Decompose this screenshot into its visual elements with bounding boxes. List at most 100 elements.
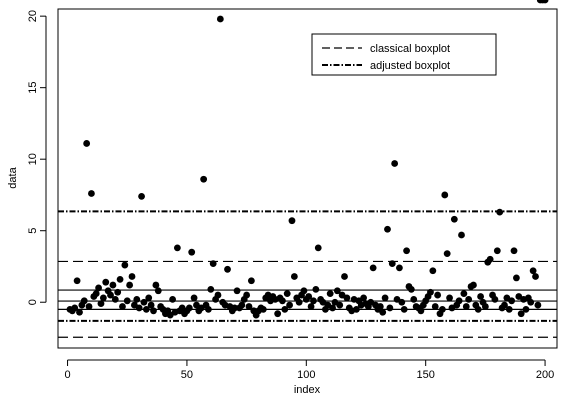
data-point — [336, 301, 344, 309]
data-point — [314, 244, 322, 252]
data-point — [169, 295, 177, 303]
plot-frame — [57, 8, 558, 349]
data-point — [71, 304, 79, 312]
data-point — [214, 291, 222, 299]
data-point — [343, 294, 351, 302]
data-point — [486, 255, 494, 263]
data-point — [534, 301, 542, 309]
data-point — [398, 298, 406, 306]
data-point — [283, 290, 291, 298]
data-point — [493, 247, 501, 255]
y-tick-label: 20 — [27, 10, 39, 22]
x-axis-title: index — [294, 384, 321, 396]
data-point — [207, 285, 215, 293]
data-point — [243, 291, 251, 299]
data-point — [508, 297, 516, 305]
y-axis: 0 5 10 15 20 — [27, 10, 47, 305]
data-point — [458, 231, 465, 239]
data-point — [85, 303, 93, 310]
data-point — [247, 277, 255, 285]
data-point — [438, 305, 446, 313]
data-point — [470, 281, 477, 289]
data-point — [446, 294, 453, 302]
data-point — [407, 285, 415, 293]
legend-label-adjusted: adjusted boxplot — [370, 60, 450, 72]
data-point — [123, 297, 131, 305]
data-point — [99, 294, 107, 302]
data-point — [360, 294, 368, 302]
data-point — [119, 303, 126, 310]
data-point — [396, 264, 403, 272]
data-point — [114, 288, 122, 296]
x-tick-label: 200 — [536, 369, 554, 381]
data-point — [102, 278, 110, 286]
data-point — [290, 273, 298, 280]
data-point — [517, 310, 525, 318]
data-point — [376, 303, 384, 310]
data-point — [481, 303, 489, 310]
data-point — [109, 281, 117, 289]
data-point — [116, 275, 124, 283]
data-point — [386, 304, 394, 312]
data-point — [138, 192, 145, 200]
data-point — [205, 305, 212, 313]
data-point — [384, 225, 391, 233]
data-point — [190, 294, 198, 302]
data-point — [145, 294, 153, 302]
data-point — [541, 0, 549, 4]
data-point — [388, 260, 396, 268]
data-point — [200, 175, 208, 183]
data-point — [477, 293, 484, 300]
data-point — [312, 285, 320, 293]
data-point — [152, 281, 160, 289]
data-point — [326, 290, 334, 298]
y-tick-label: 5 — [27, 228, 39, 234]
data-point — [142, 305, 150, 313]
y-axis-title: data — [7, 166, 19, 188]
data-point — [353, 305, 360, 313]
data-point — [286, 301, 293, 309]
data-point — [403, 247, 410, 255]
data-point — [496, 208, 504, 216]
legend-label-classical: classical boxplot — [370, 43, 450, 55]
legend: classical boxplot adjusted boxplot — [311, 33, 497, 76]
data-point — [128, 273, 136, 280]
legend-box — [311, 33, 497, 76]
data-point — [369, 264, 377, 272]
data-point — [97, 300, 105, 308]
data-point — [92, 290, 100, 298]
data-point — [274, 310, 282, 318]
data-point — [310, 297, 317, 305]
x-tick-label: 100 — [297, 369, 315, 381]
data-point — [245, 303, 253, 310]
data-point — [434, 291, 442, 299]
data-point — [305, 293, 313, 300]
data-point — [417, 307, 425, 315]
data-point — [443, 250, 451, 257]
data-point — [135, 304, 143, 312]
data-point — [185, 304, 193, 312]
data-point — [381, 294, 389, 302]
y-tick-label: 0 — [27, 299, 39, 305]
data-point — [400, 305, 408, 313]
data-point — [513, 274, 520, 282]
data-point — [455, 297, 463, 305]
data-point — [76, 308, 83, 316]
data-point — [341, 273, 348, 280]
data-point — [209, 260, 217, 268]
data-point — [522, 305, 530, 313]
data-point — [150, 307, 157, 315]
data-point — [465, 295, 473, 303]
data-point — [83, 140, 91, 147]
data-point — [279, 297, 286, 305]
data-point — [126, 281, 134, 289]
data-point — [231, 304, 239, 312]
data-point — [295, 298, 303, 306]
data-point — [121, 261, 129, 269]
data-point — [410, 295, 418, 303]
data-point — [107, 291, 114, 299]
x-tick-label: 50 — [181, 369, 193, 381]
x-tick-label: 0 — [64, 369, 70, 381]
data-point — [73, 277, 81, 285]
y-tick-label: 15 — [27, 82, 39, 94]
